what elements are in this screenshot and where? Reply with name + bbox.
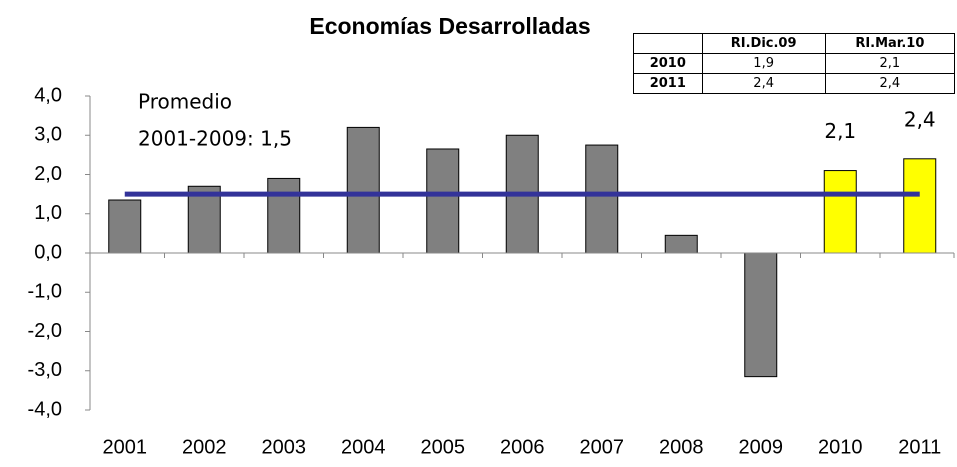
- y-tick-label: -1,0: [28, 281, 62, 303]
- table-cell: 1,9: [701, 53, 826, 74]
- table-header: RI.Dic.09 RI.Mar.10: [633, 33, 956, 54]
- y-tick-label: -3,0: [28, 359, 62, 381]
- chart-title: Economías Desarrolladas: [309, 13, 590, 39]
- y-tick-label: -2,0: [28, 320, 62, 342]
- bar: [744, 252, 778, 378]
- y-tick-label: 2,0: [34, 163, 62, 185]
- y-tick-label: 4,0: [34, 84, 62, 106]
- table-cell: RI.Dic.09: [701, 33, 826, 54]
- table-cell: 2011: [633, 73, 703, 94]
- table-row: 2011 2,4 2,4: [633, 73, 956, 94]
- x-tick-label: 2004: [341, 436, 386, 458]
- x-tick-label: 2007: [580, 436, 625, 458]
- bar: [664, 234, 698, 254]
- table-cell: 2,4: [701, 73, 826, 94]
- data-label: 2,4: [904, 107, 936, 131]
- x-tick-label: 2002: [182, 436, 227, 458]
- table-cell: 2,4: [824, 73, 956, 94]
- table-cell: RI.Mar.10: [824, 33, 956, 54]
- x-tick-label: 2011: [898, 436, 941, 458]
- x-tick-label: 2006: [500, 436, 545, 458]
- x-tick-label: 2008: [659, 436, 704, 458]
- x-tick-label: 2003: [262, 436, 307, 458]
- x-tick-label: 2005: [421, 436, 466, 458]
- y-tick-label: 3,0: [34, 124, 62, 146]
- bar: [267, 177, 301, 254]
- annotation: Promedio: [138, 90, 232, 114]
- y-tick-label: 0,0: [34, 241, 62, 263]
- y-tick-label: -4,0: [28, 398, 62, 420]
- bar: [823, 170, 857, 254]
- annotation: 2001-2009: 1,5: [138, 127, 292, 151]
- table-row: 2010 1,9 2,1: [633, 53, 956, 74]
- x-tick-label: 2010: [818, 436, 863, 458]
- y-tick-label: 1,0: [34, 202, 62, 224]
- bar: [346, 126, 380, 254]
- data-table: RI.Dic.09 RI.Mar.10 2010 1,9 2,1 2011 2,4 2,4: [633, 33, 956, 94]
- table-cell: 2,1: [824, 53, 956, 74]
- bar: [426, 148, 460, 254]
- table-cell: [633, 33, 703, 54]
- x-tick-label: 2009: [739, 436, 784, 458]
- bar: [903, 158, 937, 254]
- x-tick-label: 2001: [103, 436, 148, 458]
- bar: [585, 144, 619, 254]
- data-label: 2,1: [824, 119, 856, 143]
- table-cell: 2010: [633, 53, 703, 74]
- bar: [108, 199, 142, 254]
